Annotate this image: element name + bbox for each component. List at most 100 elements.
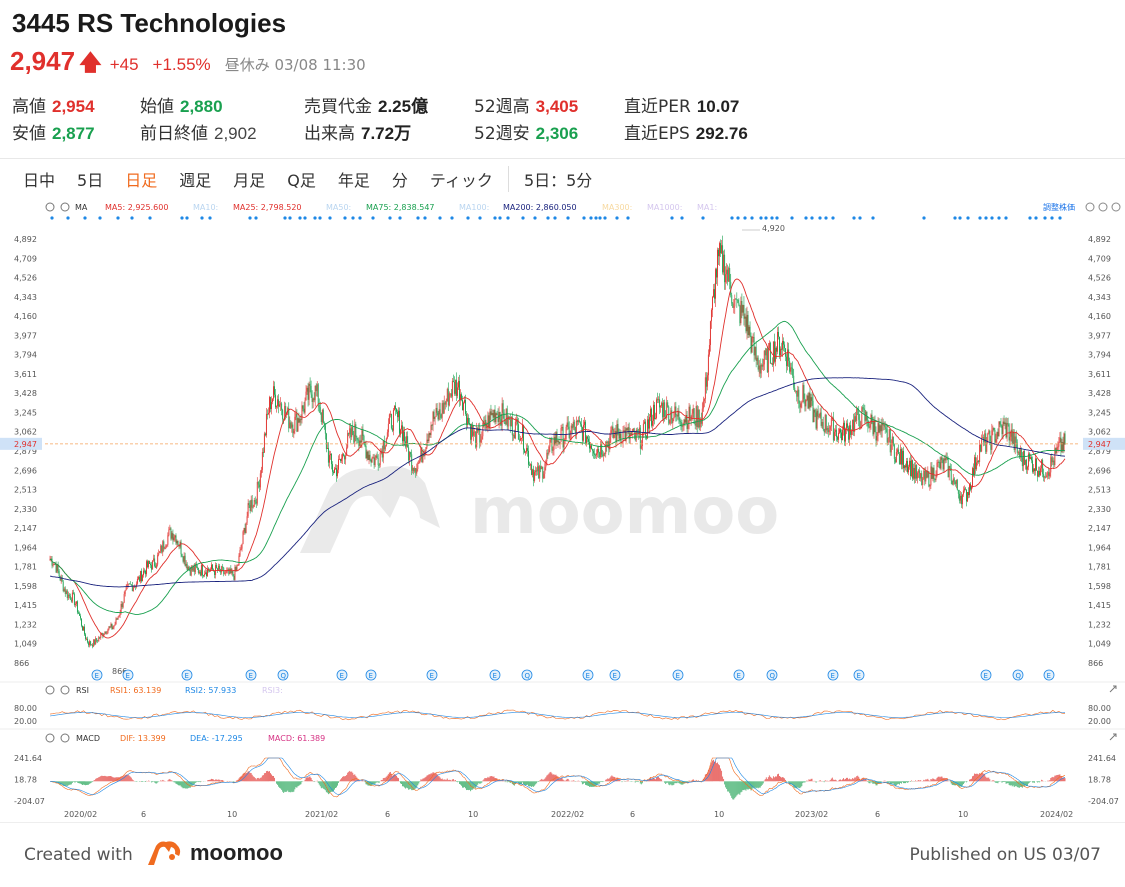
macd-settings-icon[interactable] — [45, 733, 55, 743]
candle-body — [468, 417, 470, 423]
tab-4[interactable]: 月足 — [233, 171, 266, 190]
candle-body — [315, 385, 317, 392]
candle-body — [167, 535, 169, 545]
candle-body — [1002, 421, 1004, 435]
candle-body — [811, 397, 813, 401]
candle-body — [624, 430, 626, 442]
candle-body — [488, 415, 490, 428]
candle-body — [541, 466, 543, 470]
event-icon[interactable] — [1012, 669, 1024, 681]
event-icon[interactable] — [181, 669, 193, 681]
event-icon[interactable] — [426, 669, 438, 681]
candle-body — [257, 481, 259, 485]
signal-dot — [594, 216, 598, 220]
tab-5day-5min[interactable]: 5日：5分 — [523, 171, 593, 190]
candle-body — [998, 421, 1000, 437]
rsi2-line — [49, 712, 1066, 718]
candle-body — [778, 331, 779, 337]
event-icon[interactable] — [365, 669, 377, 681]
stock-chart[interactable]: MA MA5: 2,925.600 MA10: MA25: 2,798.520 MA50… — [0, 198, 1125, 822]
candle-body — [896, 449, 898, 452]
candle-body — [1048, 472, 1050, 477]
candle-body — [706, 375, 708, 387]
event-icon[interactable] — [827, 669, 839, 681]
tab-8[interactable]: ティック — [429, 171, 493, 190]
candle-body — [225, 571, 227, 574]
candle-body — [378, 464, 380, 466]
candle-body — [507, 416, 509, 427]
event-icon[interactable] — [582, 669, 594, 681]
candle-body — [936, 462, 938, 476]
tab-2[interactable]: 日足 — [125, 171, 158, 190]
candle-body — [937, 461, 939, 463]
event-icon[interactable] — [609, 669, 621, 681]
tab-6[interactable]: 年足 — [337, 171, 370, 190]
adjust-price-label[interactable]: 調整株価 — [1043, 202, 1075, 212]
candle-body — [387, 423, 389, 433]
signal-dot — [953, 216, 957, 220]
price-tick-right: 1,049 — [1088, 640, 1111, 649]
candle-body — [788, 349, 790, 361]
candle-body — [358, 440, 360, 446]
stats-grid: 高値 2,954 始値 2,880 売買代金 2.25億 52週高 3,405 直近PER 10.… — [12, 92, 1112, 148]
stat-1: 始値 2,880 — [140, 92, 223, 117]
event-icon[interactable] — [277, 669, 289, 681]
candle-body — [342, 454, 344, 459]
tab-0[interactable]: 日中 — [23, 171, 56, 190]
close-icon[interactable] — [60, 202, 70, 212]
tab-1[interactable]: 5日 — [77, 171, 104, 190]
candle-body — [491, 413, 493, 415]
event-icon[interactable] — [853, 669, 865, 681]
candle-body — [1013, 431, 1015, 450]
candle-body — [55, 564, 57, 573]
signal-dot — [371, 216, 375, 220]
price-tick-right: 3,611 — [1088, 370, 1111, 379]
candle-body — [162, 541, 164, 553]
event-icon[interactable] — [766, 669, 778, 681]
event-icon[interactable] — [336, 669, 348, 681]
event-icon[interactable] — [122, 669, 134, 681]
event-icon[interactable] — [521, 669, 533, 681]
expand-icon-2[interactable] — [1109, 733, 1117, 741]
candle-body — [975, 457, 977, 470]
candle-body — [112, 627, 114, 630]
candle-body — [451, 380, 453, 397]
rsi-settings-icon[interactable] — [45, 685, 55, 695]
candle-body — [278, 399, 280, 407]
candle-body — [509, 419, 511, 427]
zoom-in-icon[interactable] — [1111, 202, 1121, 212]
candle-body — [903, 450, 904, 469]
event-icon[interactable] — [1043, 669, 1055, 681]
candle-body — [400, 429, 401, 434]
candle-body — [54, 563, 56, 565]
event-icon[interactable] — [245, 669, 257, 681]
candle-body — [79, 613, 80, 616]
candle-body — [323, 423, 325, 426]
candle-body — [294, 416, 296, 432]
price-tick-left: 2,879 — [14, 447, 37, 456]
candle-body — [997, 431, 999, 437]
event-icon[interactable] — [733, 669, 745, 681]
event-icon[interactable] — [489, 669, 501, 681]
candle-body — [770, 363, 772, 365]
macd-close-icon[interactable] — [60, 733, 70, 743]
signal-dot — [303, 216, 307, 220]
candle-body — [279, 404, 281, 407]
high-annotation: 4,920 — [762, 224, 785, 233]
settings-icon[interactable] — [45, 202, 55, 212]
event-icon[interactable] — [980, 669, 992, 681]
undo-icon[interactable] — [1085, 202, 1095, 212]
tab-3[interactable]: 週足 — [179, 171, 212, 190]
stat-value: 2,954 — [52, 97, 95, 116]
tab-5[interactable]: Q足 — [287, 171, 316, 190]
candle-body — [926, 470, 928, 478]
tab-7[interactable]: 分 — [391, 171, 408, 190]
candle-body — [461, 394, 462, 400]
zoom-out-icon[interactable] — [1098, 202, 1108, 212]
expand-icon[interactable] — [1109, 685, 1117, 693]
candle-body — [971, 486, 972, 490]
candle-body — [779, 336, 780, 356]
event-icon[interactable] — [672, 669, 684, 681]
rsi-close-icon[interactable] — [60, 685, 70, 695]
event-icon[interactable] — [91, 669, 103, 681]
